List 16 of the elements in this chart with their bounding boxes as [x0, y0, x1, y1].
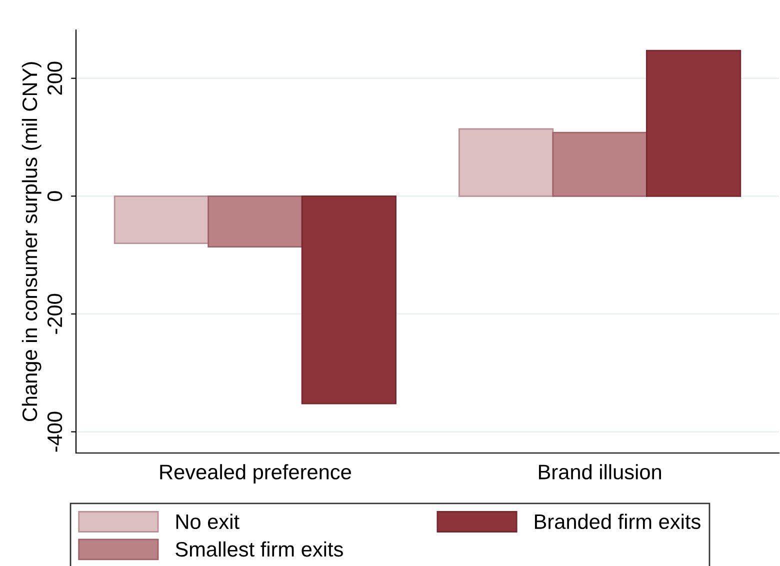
x-tick-label: Brand illusion — [538, 464, 661, 480]
y-tick-label: 200 — [47, 62, 62, 95]
y-tick-label: 0 — [47, 191, 62, 202]
bar — [114, 195, 210, 244]
y-tick-label: -400 — [47, 412, 62, 452]
bar — [208, 195, 303, 248]
legend-label: Branded firm exits — [534, 514, 700, 530]
bar — [646, 50, 742, 197]
y-tick-label: -200 — [47, 294, 62, 334]
bar — [458, 128, 554, 197]
x-tick-label: Revealed preference — [160, 464, 351, 484]
bar — [552, 132, 648, 197]
legend-label: No exit — [176, 514, 240, 530]
bar — [301, 195, 396, 404]
legend-label: Smallest firm exits — [176, 541, 343, 557]
y-axis-title: Change in consumer surplus (mil CNY) — [22, 62, 42, 422]
